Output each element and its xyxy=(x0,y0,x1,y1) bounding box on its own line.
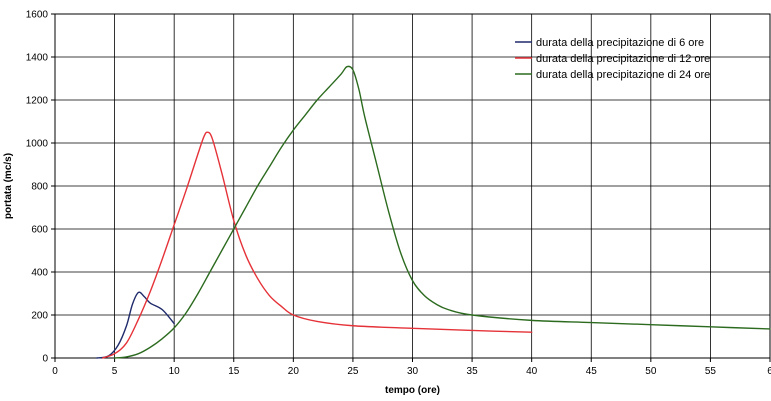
y-tick-label: 400 xyxy=(31,268,48,279)
axes: 0 5 10 15 20 25 30 35 40 45 50 55 602004006008001000… xyxy=(3,10,771,397)
x-tick-label: 25 xyxy=(347,366,359,377)
y-tick-label: 1600 xyxy=(26,10,49,21)
x-tick-label: 35 xyxy=(467,366,479,377)
x-tick-label: 45 xyxy=(586,366,598,377)
x-tick-label: 30 xyxy=(407,366,419,377)
x-tick-label: 5 xyxy=(112,366,118,377)
x-tick-label: 55 xyxy=(705,366,717,377)
x-tick-label: 0 xyxy=(52,366,58,377)
x-tick-label: 10 xyxy=(169,366,181,377)
series-line-3 xyxy=(113,65,771,359)
legend-label: durata della precipitazione di 6 ore xyxy=(536,37,704,49)
x-tick-label: 40 xyxy=(526,366,538,377)
x-axis-title: tempo (ore) xyxy=(385,385,440,396)
y-axis-title: portata (mc/s) xyxy=(3,153,14,219)
y-tick-label: 200 xyxy=(31,311,48,322)
y-tick-label: 800 xyxy=(31,182,48,193)
series-line-1 xyxy=(96,291,175,359)
series-lines xyxy=(96,65,771,359)
legend-label: durata della precipitazione di 12 ore xyxy=(536,53,710,65)
legend-label: durata della precipitazione di 24 ore xyxy=(536,69,710,81)
x-tick-label: 50 xyxy=(645,366,657,377)
y-tick-label: 1000 xyxy=(26,139,49,150)
x-tick-label: 6 xyxy=(767,366,771,377)
y-tick-label: 1200 xyxy=(26,96,49,107)
legend: durata della precipitazione di 6 ore dura… xyxy=(515,37,710,81)
y-tick-label: 1400 xyxy=(26,53,49,64)
y-tick-label: 0 xyxy=(42,354,48,365)
x-tick-label: 15 xyxy=(228,366,240,377)
y-tick-label: 600 xyxy=(31,225,48,236)
series-line-2 xyxy=(101,131,533,359)
x-tick-label: 20 xyxy=(288,366,300,377)
